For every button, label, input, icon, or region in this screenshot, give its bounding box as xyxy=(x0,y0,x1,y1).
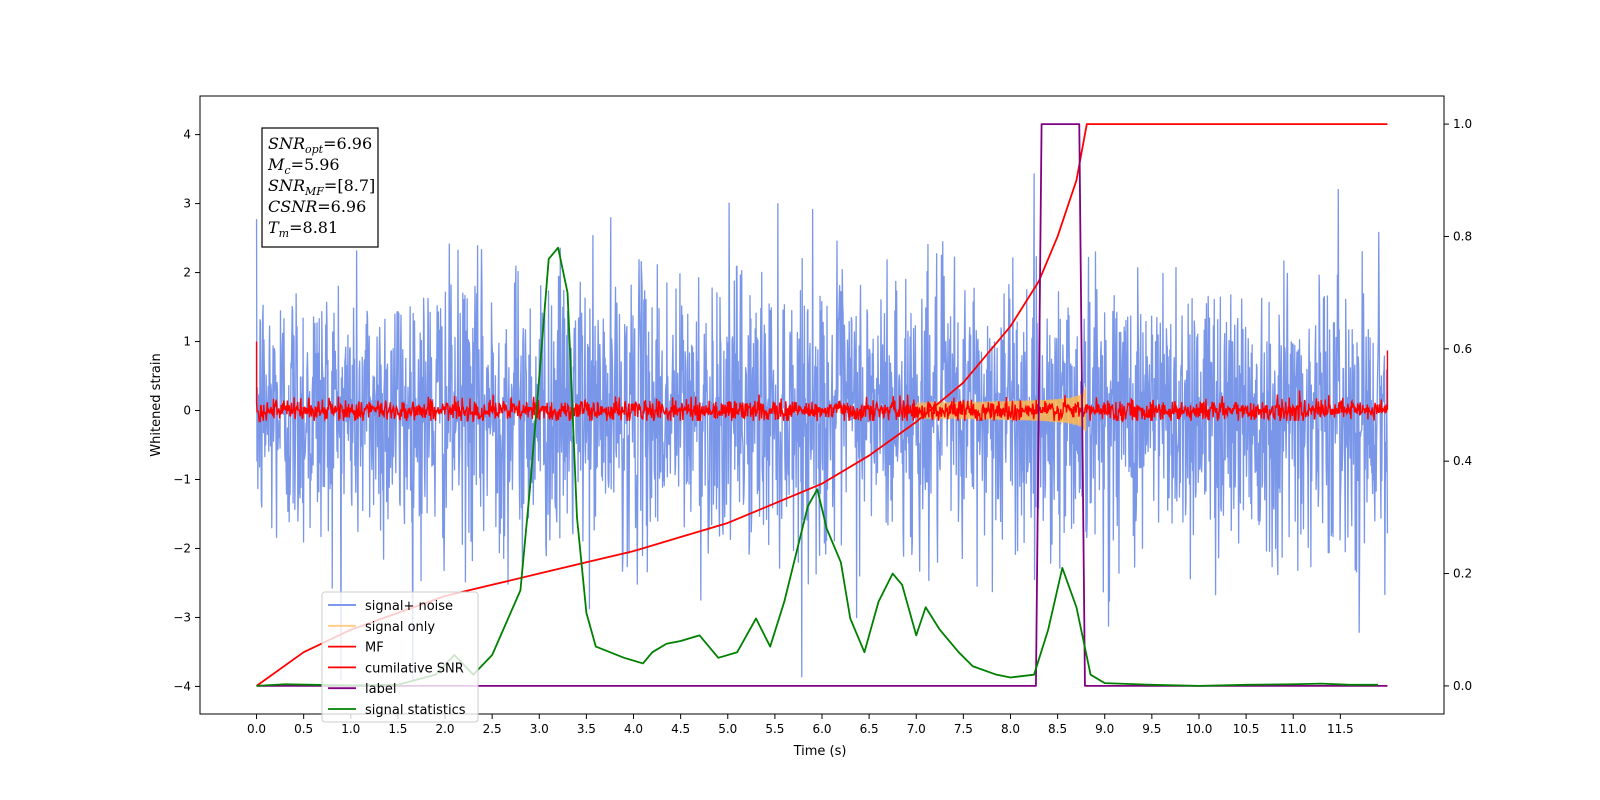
y2-tick-label: 0.4 xyxy=(1453,454,1472,468)
annotation-line: SNRopt=6.96 xyxy=(268,134,372,156)
annotation-line: SNRMF=[8.7] xyxy=(268,176,375,198)
x-tick-label: 0.5 xyxy=(294,722,313,736)
x-tick-label: 2.0 xyxy=(435,722,454,736)
x-tick-label: 7.5 xyxy=(954,722,973,736)
x-tick-label: 4.0 xyxy=(624,722,643,736)
legend: signal+ noise signal only MF cumilative SNR… xyxy=(321,591,479,723)
x-tick-label: 1.0 xyxy=(341,722,360,736)
x-tick-label: 1.5 xyxy=(388,722,407,736)
legend-label: signal+ noise xyxy=(365,599,453,614)
annotation-line: Mc=5.96 xyxy=(267,155,340,177)
x-tick-label: 9.5 xyxy=(1142,722,1161,736)
y2-tick-label: 1.0 xyxy=(1453,117,1472,131)
y2-tick-label: 0.0 xyxy=(1453,679,1472,693)
legend-label: cumilative SNR xyxy=(365,661,464,676)
x-tick-label: 4.5 xyxy=(671,722,690,736)
y-tick-label: 2 xyxy=(183,266,191,280)
x-tick-label: 5.0 xyxy=(718,722,737,736)
series-mf xyxy=(255,341,1389,424)
y-tick-label: −1 xyxy=(173,472,191,486)
x-tick-label: 8.5 xyxy=(1048,722,1067,736)
x-tick-label: 3.0 xyxy=(530,722,549,736)
series-label xyxy=(256,123,1388,687)
x-axis-label: Time (s) xyxy=(793,744,847,759)
y-tick-label: −3 xyxy=(173,610,191,624)
legend-label: MF xyxy=(365,641,384,656)
y-tick-label: 4 xyxy=(183,128,191,142)
y-tick-label: 1 xyxy=(183,335,191,349)
axes-layer: 0.0 0.5 1.0 1.5 2.0 2.5 3.0 3.5 4.0 4.5 5.0 5.5 6.0 6… xyxy=(173,117,1472,736)
y-tick-label: 0 xyxy=(183,404,191,418)
x-tick-label: 8.0 xyxy=(1001,722,1020,736)
y-tick-label: −2 xyxy=(173,541,191,555)
x-tick-label: 6.0 xyxy=(812,722,831,736)
x-tick-label: 2.5 xyxy=(483,722,502,736)
y2-tick-label: 0.2 xyxy=(1453,567,1472,581)
legend-frame xyxy=(321,591,479,723)
annotation-frame xyxy=(261,127,379,248)
x-tick-label: 9.0 xyxy=(1095,722,1114,736)
x-tick-label: 5.5 xyxy=(765,722,784,736)
series-signal-statistics xyxy=(256,246,1379,687)
x-tick-label: 11.0 xyxy=(1280,722,1307,736)
y2-tick-label: 0.6 xyxy=(1453,342,1472,356)
legend-label: label xyxy=(365,682,396,697)
annotation-line: Tm=8.81 xyxy=(268,218,338,240)
x-tick-label: 10.5 xyxy=(1233,722,1260,736)
x-tick-label: 11.5 xyxy=(1327,722,1354,736)
legend-label: signal statistics xyxy=(365,703,466,718)
x-tick-label: 7.0 xyxy=(907,722,926,736)
x-tick-label: 0.0 xyxy=(247,722,266,736)
y2-tick-label: 0.8 xyxy=(1453,229,1472,243)
y-tick-label: −4 xyxy=(173,679,191,693)
annotation-line: CSNR=6.96 xyxy=(268,197,366,216)
x-tick-label: 6.5 xyxy=(860,722,879,736)
x-tick-label: 3.5 xyxy=(577,722,596,736)
legend-label: signal only xyxy=(365,620,435,635)
y-axis-label: Whitened strain xyxy=(149,353,164,456)
y-tick-label: 3 xyxy=(183,197,191,211)
x-tick-label: 10.0 xyxy=(1186,722,1213,736)
